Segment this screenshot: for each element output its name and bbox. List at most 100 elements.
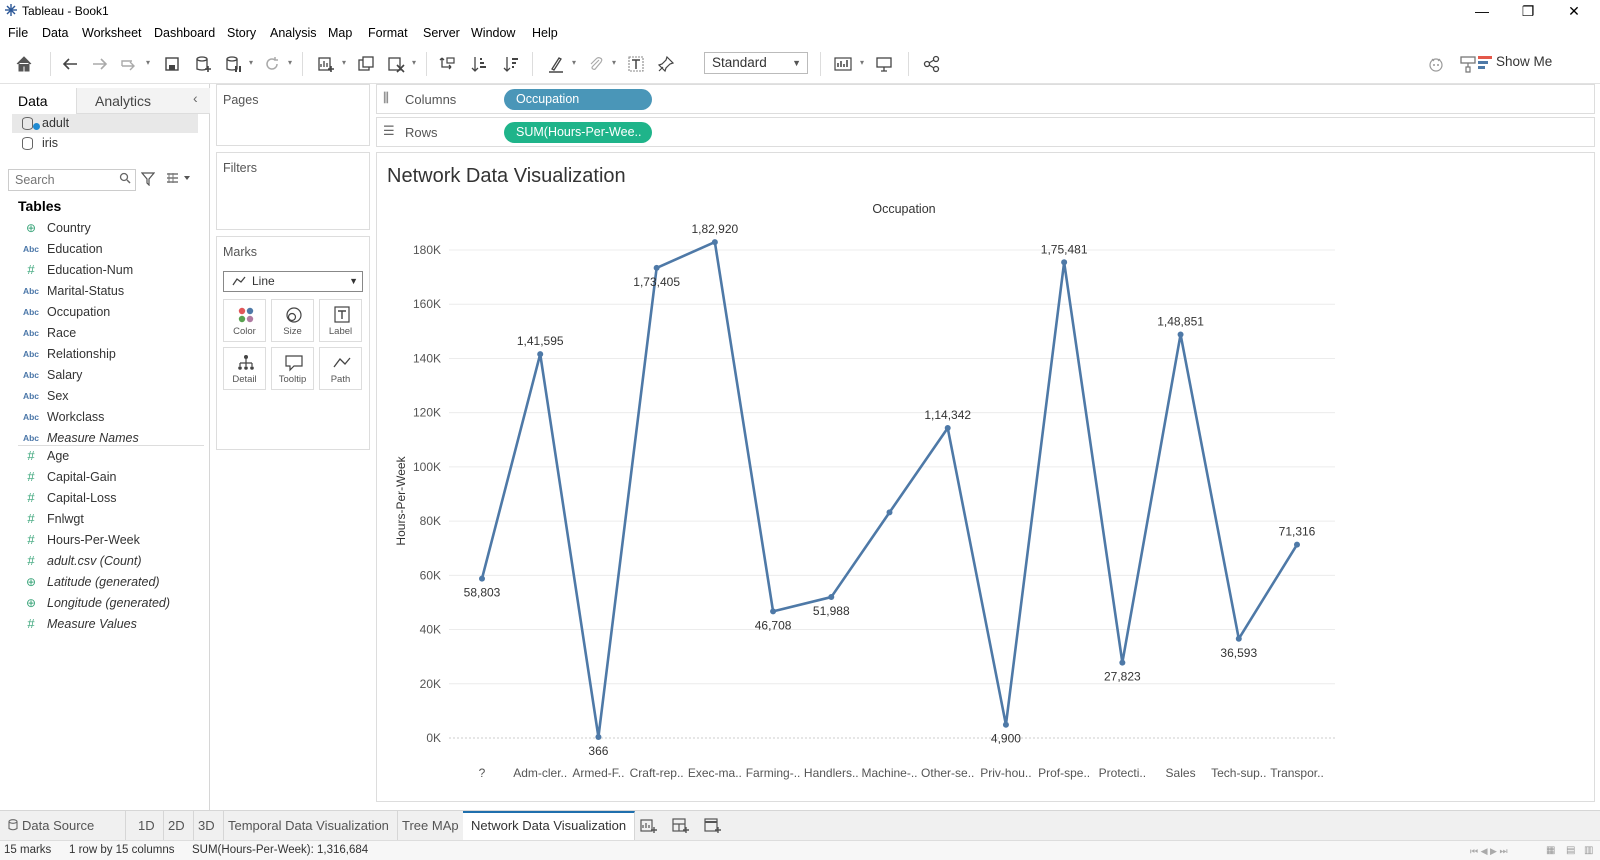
new-worksheet-tab-icon[interactable] [640, 817, 658, 838]
tab-temporal-data-visualization[interactable]: Temporal Data Visualization [220, 811, 398, 840]
refresh-dropdown-icon[interactable]: ▾ [288, 58, 293, 67]
show-cards-icon[interactable] [832, 52, 856, 76]
menu-analysis[interactable]: Analysis [270, 26, 317, 40]
menu-format[interactable]: Format [368, 26, 408, 40]
size-button[interactable]: Size [271, 299, 314, 342]
field-country[interactable]: ⊕ Country [20, 218, 200, 238]
data-source-iris[interactable]: iris [12, 134, 198, 153]
sheet-navigation-icon[interactable]: ⏮ ◀ ▶ ⏭ [1470, 846, 1508, 856]
data-point[interactable] [537, 351, 544, 358]
menu-file[interactable]: File [8, 26, 29, 40]
data-point[interactable] [770, 608, 777, 615]
pages-card[interactable]: Pages [216, 84, 370, 146]
fix-axes-icon[interactable] [654, 52, 678, 76]
new-worksheet-icon[interactable] [314, 52, 338, 76]
menu-worksheet[interactable]: Worksheet [82, 26, 142, 40]
sort-ascending-icon[interactable] [468, 52, 492, 76]
data-point[interactable] [595, 734, 602, 741]
menu-help[interactable]: Help [532, 26, 558, 40]
columns-pill-occupation[interactable]: Occupation [504, 89, 652, 110]
pause-updates-icon[interactable] [222, 52, 246, 76]
field-capital-loss[interactable]: # Capital-Loss [20, 488, 200, 508]
view-options-icon[interactable] [166, 172, 192, 187]
search-input[interactable] [8, 169, 136, 191]
highlight-dropdown-icon[interactable]: ▾ [572, 58, 577, 67]
tab-network-data-visualization[interactable]: Network Data Visualization [463, 811, 636, 840]
field-race[interactable]: Abc Race [20, 323, 200, 343]
field-age[interactable]: # Age [20, 446, 200, 466]
show-mark-labels-icon[interactable] [624, 52, 648, 76]
clear-sheet-dropdown-icon[interactable]: ▾ [412, 58, 417, 67]
data-point[interactable] [1294, 541, 1300, 548]
tab-3d[interactable]: 3D [190, 811, 224, 840]
pause-dropdown-icon[interactable]: ▾ [249, 58, 254, 67]
show-sheet-sorter-icon[interactable]: ▦ [1546, 845, 1556, 856]
field-education[interactable]: Abc Education [20, 239, 200, 259]
tab-2d[interactable]: 2D [160, 811, 194, 840]
rows-pill-hours-per-week[interactable]: SUM(Hours-Per-Wee.. [504, 122, 652, 143]
label-button[interactable]: Label [319, 299, 362, 342]
redo-icon[interactable] [88, 52, 112, 76]
home-icon[interactable] [12, 52, 36, 76]
data-point[interactable] [653, 264, 660, 271]
show-tabs-icon[interactable]: ▥ [1584, 845, 1594, 856]
collapse-pane-icon[interactable]: ‹ [193, 90, 198, 106]
rows-shelf[interactable]: ☰ Rows SUM(Hours-Per-Wee.. [376, 117, 1595, 147]
data-point[interactable] [1061, 259, 1068, 266]
menu-map[interactable]: Map [328, 26, 353, 40]
field-latitude-generated[interactable]: ⊕ Latitude (generated) [20, 572, 200, 592]
color-button[interactable]: Color [223, 299, 266, 342]
group-members-icon[interactable] [584, 52, 608, 76]
data-point[interactable] [1002, 721, 1009, 728]
tooltip-button[interactable]: Tooltip [271, 347, 314, 390]
field-capital-gain[interactable]: # Capital-Gain [20, 467, 200, 487]
data-guide-icon[interactable] [1424, 52, 1448, 76]
format-painter-icon[interactable] [1456, 52, 1480, 76]
maximize-button[interactable]: ❐ [1521, 3, 1535, 19]
minimize-button[interactable]: — [1475, 3, 1489, 19]
data-point[interactable] [1177, 331, 1184, 338]
filters-card[interactable]: Filters [216, 152, 370, 230]
field-fnlwgt[interactable]: # Fnlwgt [20, 509, 200, 529]
data-source-adult[interactable]: adult [12, 114, 198, 133]
mark-type-select[interactable]: Line ▼ [223, 271, 363, 292]
data-point[interactable] [479, 575, 485, 582]
field-education-num[interactable]: # Education-Num [20, 260, 200, 280]
swap-rows-columns-icon[interactable] [436, 52, 460, 76]
fit-mode-select[interactable]: Standard ▼ [704, 52, 808, 74]
field-hours-per-week[interactable]: # Hours-Per-Week [20, 530, 200, 550]
field-measure-values[interactable]: # Measure Values [20, 614, 200, 634]
tab-tree-map[interactable]: Tree MAp [394, 811, 468, 840]
new-data-source-icon[interactable] [192, 52, 216, 76]
save-icon[interactable] [160, 52, 184, 76]
field-occupation[interactable]: Abc Occupation [20, 302, 200, 322]
field-adult-csv-count[interactable]: # adult.csv (Count) [20, 551, 200, 571]
field-relationship[interactable]: Abc Relationship [20, 344, 200, 364]
group-dropdown-icon[interactable]: ▾ [612, 58, 617, 67]
path-button[interactable]: Path [319, 347, 362, 390]
data-point[interactable] [886, 509, 893, 516]
show-me-button[interactable]: Show Me [1496, 54, 1553, 69]
data-point[interactable] [828, 594, 835, 601]
replay-dropdown-icon[interactable]: ▾ [146, 58, 151, 67]
menu-dashboard[interactable]: Dashboard [154, 26, 216, 40]
data-point[interactable] [944, 425, 951, 432]
tab-data[interactable]: Data [0, 88, 76, 114]
duplicate-sheet-icon[interactable] [354, 52, 378, 76]
field-longitude-generated[interactable]: ⊕ Longitude (generated) [20, 593, 200, 613]
share-icon[interactable] [920, 52, 944, 76]
presentation-mode-icon[interactable] [872, 52, 896, 76]
show-me-icon[interactable] [1478, 56, 1492, 70]
sort-descending-icon[interactable] [500, 52, 524, 76]
new-story-icon[interactable] [704, 817, 722, 838]
close-button[interactable]: ✕ [1568, 3, 1580, 19]
field-workclass[interactable]: Abc Workclass [20, 407, 200, 427]
columns-shelf[interactable]: ⫼ Columns Occupation [376, 84, 1595, 114]
new-dashboard-icon[interactable] [672, 817, 690, 838]
undo-icon[interactable] [58, 52, 82, 76]
show-filmstrip-icon[interactable]: ▤ [1566, 845, 1576, 856]
new-worksheet-dropdown-icon[interactable]: ▾ [342, 58, 347, 67]
tab-data-source[interactable]: Data Source [0, 811, 126, 840]
data-point[interactable] [711, 239, 718, 246]
line-chart[interactable]: Occupation Hours-Per-Week 0K 20K 40K 60K 80K… [377, 153, 1594, 801]
